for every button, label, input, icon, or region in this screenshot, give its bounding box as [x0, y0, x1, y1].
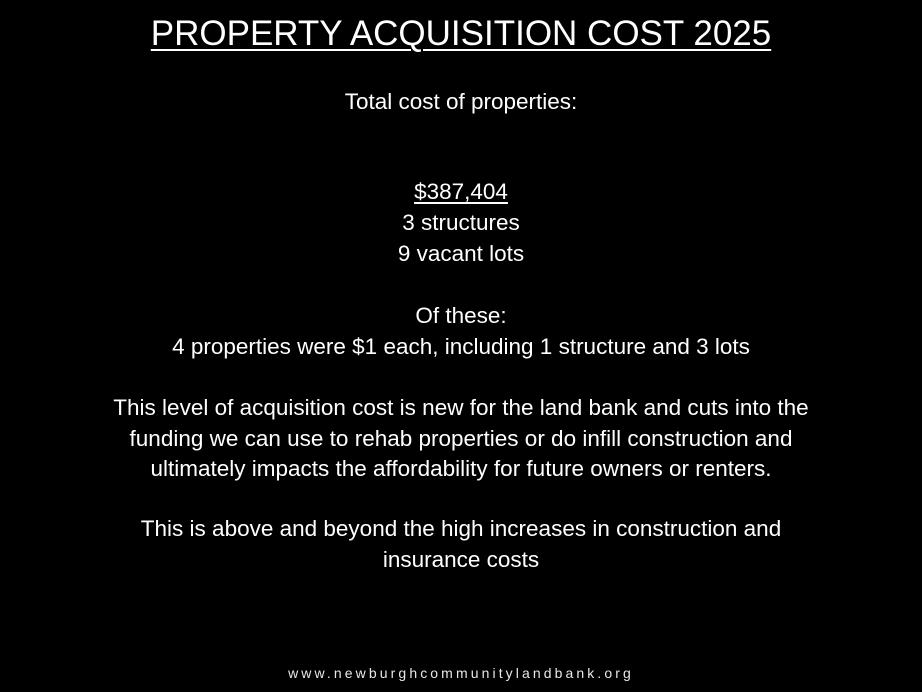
vacant-lots-count: 9 vacant lots [397, 241, 525, 266]
total-cost-amount: $387,404 [0, 176, 922, 207]
paragraph2-line2: insurance costs [382, 547, 540, 572]
paragraph1-line2: funding we can use to rehab properties o… [129, 426, 793, 451]
dollar-properties-note: 4 properties were $1 each, including 1 s… [172, 334, 750, 359]
footer-url: www.newburghcommunitylandbank.org [288, 665, 634, 681]
total-cost-value: $387,404 [414, 179, 508, 204]
structures-count: 3 structures [402, 210, 520, 235]
paragraph1-line1: This level of acquisition cost is new fo… [113, 395, 809, 420]
paragraph1-line3: ultimately impacts the affordability for… [150, 456, 772, 481]
total-cost-label: Total cost of properties: [344, 89, 578, 114]
of-these-label: Of these: [415, 303, 507, 328]
paragraph2-line1: This is above and beyond the high increa… [140, 516, 782, 541]
slide-title: PROPERTY ACQUISITION COST 2025 [150, 14, 772, 53]
